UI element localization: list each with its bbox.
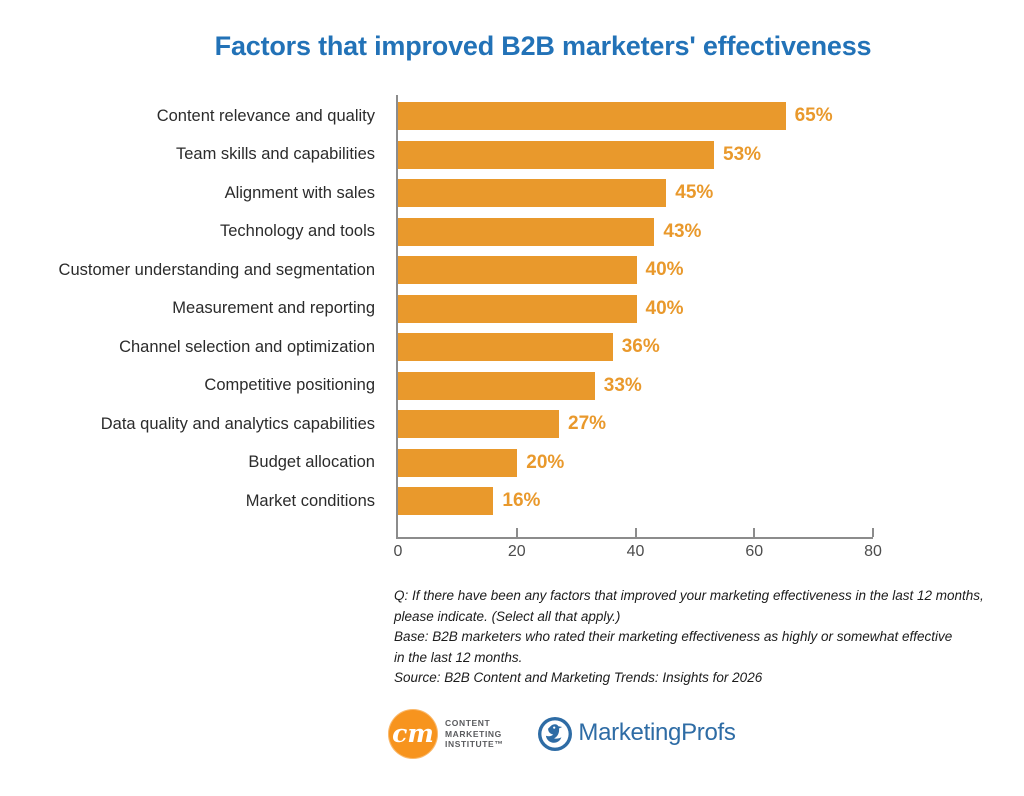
bar-track: 36% bbox=[396, 333, 1000, 362]
bar-row: Alignment with sales 45% bbox=[0, 174, 1000, 213]
value-label: 36% bbox=[621, 336, 660, 358]
bar-row: Team skills and capabilities 53% bbox=[0, 136, 1000, 175]
value-label: 33% bbox=[603, 374, 642, 396]
category-label: Competitive positioning bbox=[204, 376, 375, 395]
category-label: Channel selection and optimization bbox=[119, 337, 375, 356]
bar bbox=[398, 217, 655, 246]
survey-source-line: Source: B2B Content and Marketing Trends… bbox=[394, 670, 763, 685]
bar bbox=[398, 140, 714, 169]
x-tick bbox=[515, 528, 518, 537]
bar-row: Market conditions 16% bbox=[0, 482, 1000, 521]
bar bbox=[398, 179, 667, 208]
category-label: Technology and tools bbox=[219, 222, 375, 241]
value-label: 53% bbox=[723, 143, 762, 165]
cmi-wordmark-line: INSTITUTE™ bbox=[445, 739, 504, 750]
bar bbox=[398, 371, 595, 400]
cmi-wordmark-line: CONTENT bbox=[445, 718, 491, 729]
bar-track: 40% bbox=[396, 256, 1000, 285]
bar-row: Content relevance and quality 65% bbox=[0, 97, 1000, 136]
marketingprofs-wordmark: MarketingProfs bbox=[578, 719, 736, 746]
category-label: Content relevance and quality bbox=[156, 106, 375, 125]
bar-row: Customer understanding and segmentation 4… bbox=[0, 251, 1000, 290]
dove-icon bbox=[538, 717, 573, 751]
bar-chart: Content relevance and quality 65% Team ski… bbox=[0, 97, 1000, 521]
bar bbox=[398, 333, 613, 362]
content-marketing-institute-logo: cm CONTENT MARKETING INSTITUTE™ bbox=[388, 709, 503, 759]
x-tick bbox=[872, 528, 874, 537]
bar-track: 45% bbox=[396, 179, 1000, 208]
x-tick-label: 0 bbox=[393, 543, 403, 560]
cmi-wordmark-line: MARKETING bbox=[445, 728, 502, 739]
bar-row: Competitive positioning 33% bbox=[0, 367, 1000, 406]
cmi-monogram-text: cm bbox=[392, 718, 434, 748]
value-label: 40% bbox=[645, 259, 684, 281]
x-tick bbox=[634, 528, 637, 537]
bar-row: Data quality and analytics capabilities 2… bbox=[0, 405, 1000, 444]
value-label: 65% bbox=[794, 105, 833, 127]
bar bbox=[398, 256, 637, 285]
category-label: Data quality and analytics capabilities bbox=[100, 414, 375, 433]
bar-track: 16% bbox=[396, 487, 1000, 516]
category-label: Market conditions bbox=[245, 491, 375, 510]
bar-row: Budget allocation 20% bbox=[0, 444, 1000, 483]
bar-row: Measurement and reporting 40% bbox=[0, 290, 1000, 329]
bar bbox=[398, 487, 494, 516]
cmi-monogram-icon: cm bbox=[388, 709, 438, 759]
cmi-wordmark: CONTENT MARKETING INSTITUTE™ bbox=[445, 718, 503, 750]
x-tick-label: 60 bbox=[745, 543, 764, 560]
value-label: 27% bbox=[568, 413, 607, 435]
category-label: Measurement and reporting bbox=[172, 299, 375, 318]
bar-row: Technology and tools 43% bbox=[0, 213, 1000, 252]
page-title: Factors that improved B2B marketers' eff… bbox=[214, 31, 872, 61]
bar-track: 33% bbox=[396, 371, 1000, 400]
bar bbox=[398, 294, 637, 323]
bar-track: 27% bbox=[396, 410, 1000, 439]
footer-logos: cm CONTENT MARKETING INSTITUTE™ Marketin… bbox=[388, 709, 736, 759]
bar bbox=[398, 102, 786, 131]
category-label: Team skills and capabilities bbox=[175, 145, 375, 164]
survey-question-line: Q: If there have been any factors that i… bbox=[394, 588, 984, 603]
bar bbox=[398, 448, 518, 477]
category-label: Alignment with sales bbox=[224, 183, 375, 202]
bar-track: 40% bbox=[396, 294, 1000, 323]
x-tick bbox=[753, 528, 756, 537]
survey-question-line: please indicate. (Select all that apply.… bbox=[394, 608, 621, 624]
marketingprofs-logo: MarketingProfs bbox=[537, 716, 736, 752]
x-axis: 0 20 40 60 80 bbox=[394, 95, 882, 560]
value-label: 45% bbox=[675, 182, 714, 204]
bar-row: Channel selection and optimization 36% bbox=[0, 328, 1000, 367]
bar-track: 20% bbox=[396, 448, 1000, 477]
survey-notes: Q: If there have been any factors that i… bbox=[394, 586, 1014, 689]
x-tick-label: 80 bbox=[864, 543, 882, 560]
bar-track: 53% bbox=[396, 140, 1000, 169]
bar-track: 65% bbox=[396, 102, 1000, 131]
survey-base-line: in the last 12 months. bbox=[394, 649, 523, 665]
survey-base-line: Base: B2B marketers who rated their mark… bbox=[394, 629, 953, 644]
x-tick-label: 20 bbox=[507, 543, 526, 560]
category-label: Customer understanding and segmentation bbox=[58, 260, 375, 279]
value-label: 16% bbox=[502, 490, 541, 512]
value-label: 43% bbox=[663, 220, 702, 242]
bar-track: 43% bbox=[396, 217, 1000, 246]
value-label: 40% bbox=[645, 297, 684, 319]
category-label: Budget allocation bbox=[248, 453, 375, 472]
bar bbox=[398, 410, 559, 439]
x-tick-label: 40 bbox=[626, 543, 645, 560]
value-label: 20% bbox=[526, 451, 565, 473]
